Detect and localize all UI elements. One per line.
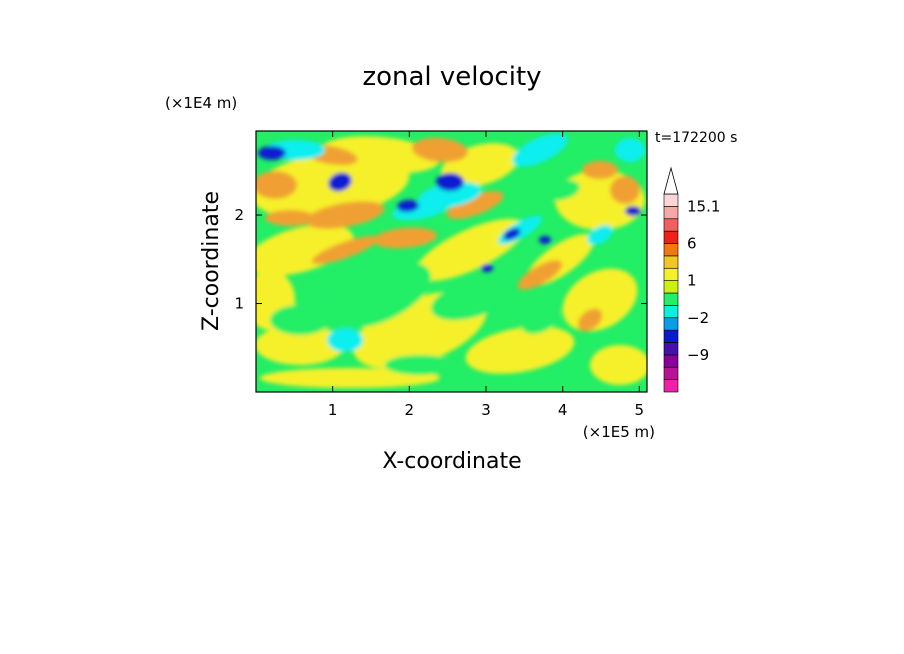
contour-patch bbox=[305, 267, 355, 293]
y-tick-label: 1 bbox=[234, 295, 244, 313]
contour-patch bbox=[587, 225, 613, 245]
contour-patch bbox=[465, 326, 575, 374]
contour-patch bbox=[385, 355, 455, 375]
contour-patch bbox=[256, 325, 345, 365]
colorbar-segment bbox=[663, 280, 679, 294]
x-tick-label: 5 bbox=[635, 401, 645, 419]
contour-field bbox=[256, 131, 647, 392]
colorbar-segment bbox=[663, 292, 679, 306]
chart-title: zonal velocity bbox=[362, 62, 541, 92]
x-tick-label: 4 bbox=[558, 401, 568, 419]
x-axis: 1 2 3 4 5 bbox=[328, 131, 644, 419]
contour-patch bbox=[590, 345, 647, 385]
colorbar-tick-label: −9 bbox=[687, 346, 709, 364]
colorbar-segment bbox=[663, 255, 679, 269]
y-axis: 12 bbox=[234, 206, 647, 313]
colorbar-segment bbox=[663, 243, 679, 257]
contour-patch bbox=[270, 305, 330, 335]
contour-patch bbox=[503, 228, 521, 240]
contour-patch bbox=[260, 368, 440, 388]
contour-patch bbox=[615, 138, 645, 162]
time-label: t=172200 s bbox=[655, 130, 737, 146]
colorbar-segment bbox=[663, 230, 679, 244]
contour-patch bbox=[577, 308, 603, 332]
colorbar-extend-arrow bbox=[663, 166, 679, 195]
colorbar-segment bbox=[663, 354, 679, 368]
contour-patch bbox=[265, 210, 315, 226]
contour-patch bbox=[582, 161, 618, 179]
contour-patch bbox=[256, 171, 297, 199]
colorbar-tick-label: 1 bbox=[687, 272, 697, 290]
colorbar-segment bbox=[663, 366, 679, 380]
contour-patch bbox=[412, 137, 468, 163]
contour-patch bbox=[481, 264, 493, 272]
contour-patch bbox=[328, 172, 352, 192]
colorbar-tick-label: −2 bbox=[687, 309, 709, 327]
colorbar-segment bbox=[663, 305, 679, 319]
contour-patch bbox=[311, 235, 379, 265]
colorbar-segment bbox=[663, 329, 679, 343]
contour-patch bbox=[258, 146, 286, 160]
plot-frame bbox=[255, 130, 648, 393]
colorbar-segment bbox=[663, 206, 679, 220]
contour-patch bbox=[625, 206, 641, 216]
y-tick-label: 2 bbox=[234, 206, 244, 224]
colorbar-tick-label: 15.1 bbox=[687, 197, 720, 215]
contour-patch bbox=[539, 236, 551, 244]
contour-patch bbox=[373, 227, 437, 249]
contour-patch bbox=[436, 173, 464, 191]
contour-patch bbox=[414, 218, 526, 282]
contour-patch bbox=[540, 179, 580, 201]
contour-patch bbox=[327, 328, 363, 352]
x-tick-label: 1 bbox=[328, 401, 338, 419]
colorbar-segment bbox=[663, 379, 679, 393]
y-axis-unit: (×1E4 m) bbox=[165, 94, 237, 112]
contour-patch bbox=[305, 201, 385, 229]
contour-patch bbox=[517, 260, 563, 290]
contour-patch bbox=[431, 279, 509, 321]
contour-patch bbox=[521, 306, 559, 334]
colorbar: 15.1 6 1 −2 −9 bbox=[663, 166, 720, 393]
contour-patch bbox=[562, 268, 638, 332]
colorbar-segment bbox=[663, 267, 679, 281]
y-axis-label: Z-coordinate bbox=[199, 191, 224, 331]
colorbar-segment bbox=[663, 193, 679, 207]
colorbar-segment bbox=[663, 218, 679, 232]
colorbar-tick-label: 6 bbox=[687, 235, 697, 253]
colorbar-segment bbox=[663, 342, 679, 356]
contour-patch bbox=[328, 261, 432, 329]
contour-patch bbox=[397, 199, 419, 213]
x-axis-unit: (×1E5 m) bbox=[583, 423, 655, 441]
x-axis-label: X-coordinate bbox=[382, 449, 521, 474]
contour-patch bbox=[610, 176, 640, 204]
x-tick-label: 2 bbox=[405, 401, 415, 419]
contour-patch bbox=[512, 133, 568, 167]
contour-patch bbox=[446, 191, 504, 219]
colorbar-segment bbox=[663, 317, 679, 331]
x-tick-label: 3 bbox=[481, 401, 491, 419]
